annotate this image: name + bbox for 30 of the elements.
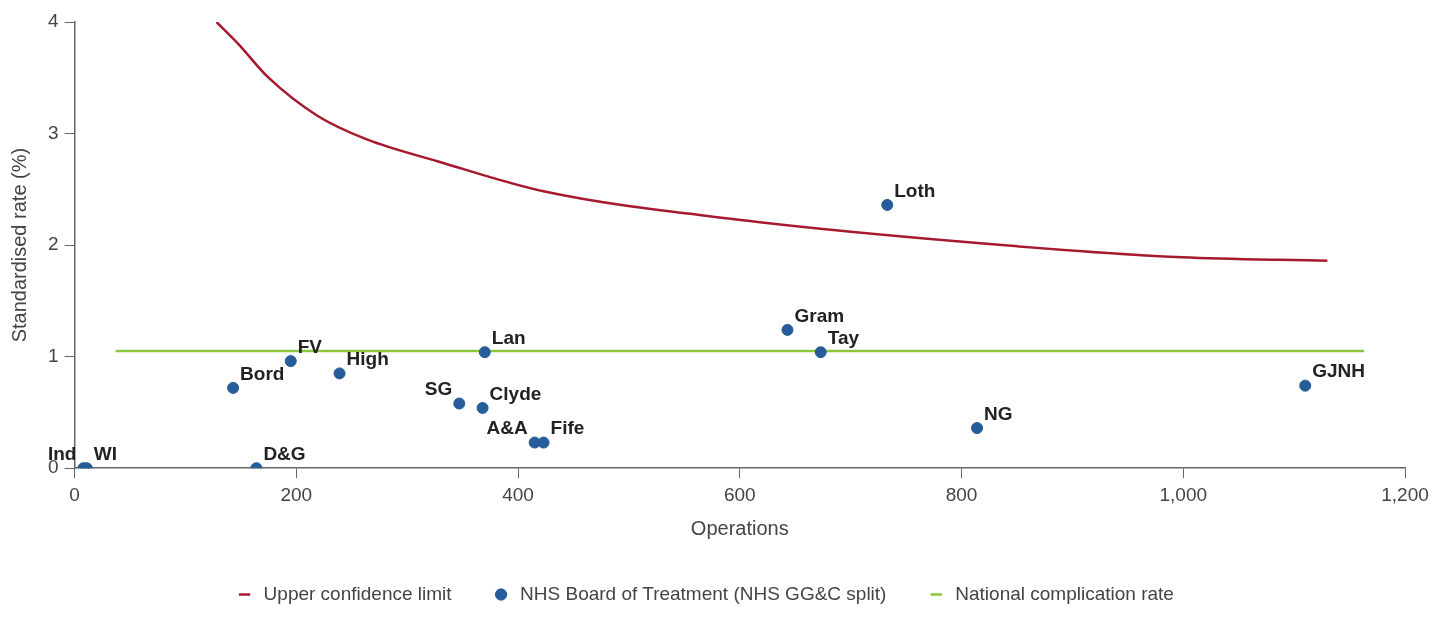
y-tick-label: 1	[47, 344, 59, 366]
data-label: Tay	[827, 326, 860, 348]
x-tick-label: 800	[945, 483, 978, 505]
data-label: SG	[424, 378, 453, 400]
x-tick-label: 1,000	[1159, 483, 1208, 505]
y-tick-label: 3	[47, 121, 59, 143]
x-tick-label: 400	[502, 483, 534, 505]
y-tick-label: 2	[47, 233, 59, 255]
data-label: Loth	[894, 179, 936, 201]
data-label: NG	[984, 402, 1013, 424]
x-tick-label: 600	[723, 483, 756, 505]
x-tick-label: 1,200	[1381, 483, 1429, 505]
y-tick-label: 4	[47, 10, 59, 32]
data-label: Fife	[550, 417, 585, 439]
x-tick-label: 0	[69, 483, 80, 505]
x-axis-title: Operations	[690, 516, 789, 539]
data-label: A&A	[486, 417, 528, 439]
y-axis-title: Standardised rate (%)	[7, 147, 30, 343]
data-label: Bord	[240, 362, 285, 384]
data-label: Lan	[491, 326, 526, 348]
data-label: Clyde	[489, 382, 542, 404]
data-label: Gram	[794, 304, 845, 326]
data-label: D&G	[263, 442, 306, 464]
data-label: WI	[93, 442, 117, 464]
data-label: GJNH	[1312, 360, 1366, 382]
legend-label: Upper confidence limit	[263, 582, 453, 604]
data-label: High	[346, 348, 389, 370]
x-tick-label: 200	[280, 483, 313, 505]
legend-label: National complication rate	[955, 582, 1174, 604]
legend-label: NHS Board of Treatment (NHS GG&C split)	[520, 582, 887, 604]
